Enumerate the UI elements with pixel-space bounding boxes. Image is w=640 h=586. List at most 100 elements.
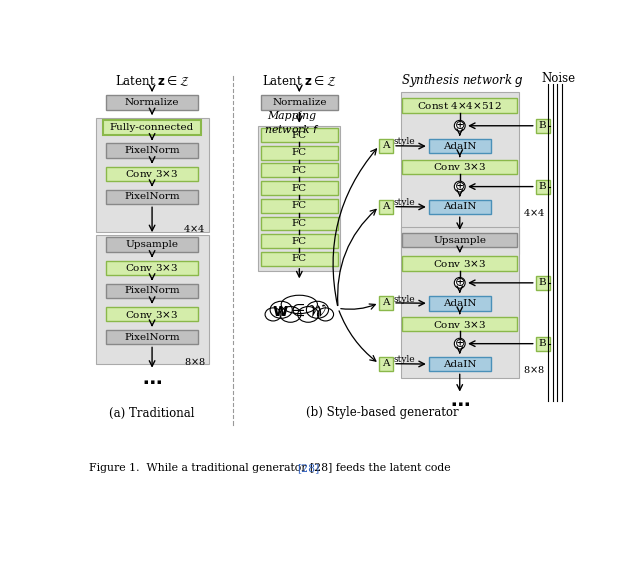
Circle shape bbox=[454, 120, 465, 131]
Bar bbox=[259, 126, 340, 271]
Bar bbox=[536, 119, 550, 132]
Bar bbox=[429, 139, 491, 154]
Bar bbox=[260, 199, 338, 213]
Text: Normalize: Normalize bbox=[125, 98, 179, 107]
Text: PixelNorm: PixelNorm bbox=[124, 333, 180, 342]
Bar bbox=[379, 139, 393, 153]
Text: FC: FC bbox=[292, 148, 307, 157]
Text: FC: FC bbox=[292, 237, 307, 246]
Text: Upsample: Upsample bbox=[125, 240, 179, 249]
Text: Fully-connected: Fully-connected bbox=[110, 123, 194, 132]
Text: $\oplus$: $\oplus$ bbox=[454, 120, 465, 132]
Bar bbox=[260, 146, 338, 159]
Bar bbox=[106, 190, 198, 205]
Text: AdaIN: AdaIN bbox=[443, 142, 477, 151]
Bar bbox=[403, 98, 517, 113]
Ellipse shape bbox=[265, 308, 281, 321]
Bar bbox=[401, 92, 518, 254]
Text: Conv 3$\times$3: Conv 3$\times$3 bbox=[433, 258, 486, 269]
Text: $\oplus$: $\oplus$ bbox=[454, 180, 465, 193]
Bar bbox=[536, 337, 550, 350]
Bar bbox=[260, 252, 338, 266]
Bar bbox=[106, 284, 198, 298]
Text: Conv 3$\times$3: Conv 3$\times$3 bbox=[125, 263, 179, 273]
Text: A: A bbox=[382, 359, 390, 368]
Text: style: style bbox=[394, 295, 415, 304]
Bar bbox=[103, 120, 201, 135]
Text: PixelNorm: PixelNorm bbox=[124, 192, 180, 202]
Text: AdaIN: AdaIN bbox=[443, 203, 477, 212]
Bar bbox=[403, 233, 517, 247]
Text: Latent $\mathbf{z} \in \mathcal{Z}$: Latent $\mathbf{z} \in \mathcal{Z}$ bbox=[115, 73, 189, 88]
Bar bbox=[95, 118, 209, 232]
Text: B: B bbox=[539, 121, 547, 130]
Bar bbox=[106, 306, 198, 321]
Text: Latent $\mathbf{z} \in \mathcal{Z}$: Latent $\mathbf{z} \in \mathcal{Z}$ bbox=[262, 73, 337, 88]
Text: AdaIN: AdaIN bbox=[443, 299, 477, 308]
Bar bbox=[403, 159, 517, 174]
Text: PixelNorm: PixelNorm bbox=[124, 146, 180, 155]
Text: Const 4$\times$4$\times$512: Const 4$\times$4$\times$512 bbox=[417, 100, 502, 111]
Text: Conv 3$\times$3: Conv 3$\times$3 bbox=[125, 168, 179, 179]
Text: (a) Traditional: (a) Traditional bbox=[109, 407, 195, 420]
Text: A: A bbox=[382, 141, 390, 150]
Text: B: B bbox=[539, 339, 547, 348]
Bar bbox=[260, 163, 338, 178]
Text: 8$\times$8: 8$\times$8 bbox=[184, 356, 205, 367]
Text: Conv 3$\times$3: Conv 3$\times$3 bbox=[433, 319, 486, 329]
Ellipse shape bbox=[270, 301, 292, 318]
Text: $\oplus$: $\oplus$ bbox=[454, 277, 465, 289]
Bar bbox=[106, 237, 198, 252]
Bar bbox=[403, 256, 517, 271]
Bar bbox=[106, 95, 198, 110]
Text: 4$\times$4: 4$\times$4 bbox=[524, 206, 545, 217]
Text: $\mathbf{\cdots}$: $\mathbf{\cdots}$ bbox=[142, 373, 162, 391]
Text: $\mathbf{w} \in \mathcal{W}$: $\mathbf{w} \in \mathcal{W}$ bbox=[272, 303, 327, 320]
Text: (b) Style-based generator: (b) Style-based generator bbox=[306, 407, 459, 420]
Text: Conv 3$\times$3: Conv 3$\times$3 bbox=[433, 162, 486, 172]
Text: FC: FC bbox=[292, 131, 307, 139]
Text: B: B bbox=[539, 278, 547, 287]
Text: FC: FC bbox=[292, 183, 307, 193]
Ellipse shape bbox=[280, 306, 301, 322]
Bar bbox=[260, 181, 338, 195]
Bar bbox=[106, 261, 198, 275]
Text: PixelNorm: PixelNorm bbox=[124, 287, 180, 295]
Bar bbox=[429, 296, 491, 311]
Text: FC: FC bbox=[292, 254, 307, 264]
Text: [28]: [28] bbox=[297, 464, 319, 473]
Ellipse shape bbox=[307, 301, 328, 318]
Bar bbox=[401, 227, 518, 377]
Text: $\mathbf{\cdots}$: $\mathbf{\cdots}$ bbox=[450, 395, 470, 413]
Bar bbox=[260, 217, 338, 230]
Text: FC: FC bbox=[292, 202, 307, 210]
Ellipse shape bbox=[298, 306, 319, 322]
Bar bbox=[429, 357, 491, 372]
Text: B: B bbox=[539, 182, 547, 191]
Bar bbox=[403, 316, 517, 331]
Circle shape bbox=[454, 277, 465, 288]
Text: A: A bbox=[382, 298, 390, 308]
Bar bbox=[536, 180, 550, 193]
Text: Upsample: Upsample bbox=[433, 236, 486, 244]
Text: AdaIN: AdaIN bbox=[443, 360, 477, 369]
Bar bbox=[106, 330, 198, 345]
Bar bbox=[379, 200, 393, 213]
Text: FC: FC bbox=[292, 166, 307, 175]
Bar bbox=[260, 234, 338, 248]
Text: 8$\times$8: 8$\times$8 bbox=[524, 363, 545, 374]
Circle shape bbox=[454, 181, 465, 192]
Bar bbox=[260, 95, 338, 110]
Text: style: style bbox=[394, 198, 415, 207]
Bar bbox=[95, 235, 209, 364]
Bar bbox=[379, 357, 393, 370]
Circle shape bbox=[454, 338, 465, 349]
Text: FC: FC bbox=[292, 219, 307, 228]
Text: Normalize: Normalize bbox=[272, 98, 326, 107]
Bar bbox=[106, 166, 198, 181]
Text: 4$\times$4: 4$\times$4 bbox=[184, 223, 205, 234]
Text: style: style bbox=[394, 138, 415, 146]
Bar bbox=[260, 128, 338, 142]
Text: $\oplus$: $\oplus$ bbox=[454, 337, 465, 350]
Text: Conv 3$\times$3: Conv 3$\times$3 bbox=[125, 308, 179, 319]
